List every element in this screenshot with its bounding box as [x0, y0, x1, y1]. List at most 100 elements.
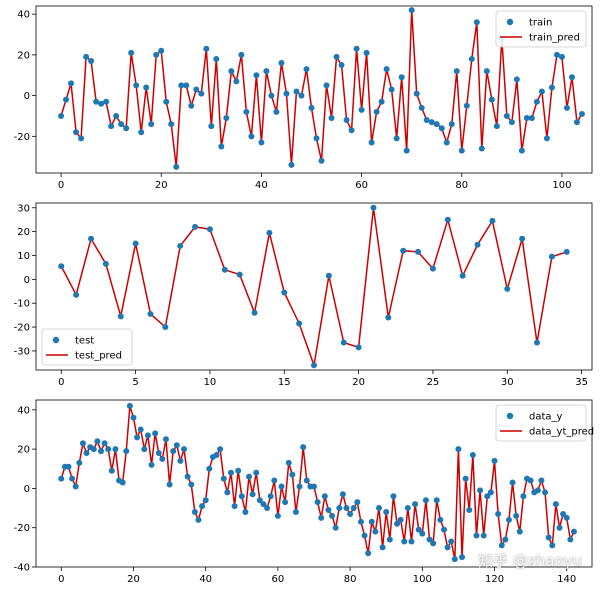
data-point [434, 497, 440, 503]
legend-marker-points [507, 413, 513, 419]
data-point [206, 466, 212, 472]
data-point [181, 446, 187, 452]
data-point [341, 340, 347, 346]
x-tick-label: 0 [58, 574, 64, 585]
data-point [246, 474, 252, 480]
legend: testtest_pred [42, 329, 132, 365]
data-point [517, 529, 523, 535]
data-point [127, 403, 133, 409]
data-point [506, 517, 512, 523]
data-point [376, 505, 382, 511]
data-point [73, 292, 79, 298]
y-tick-label: -30 [14, 346, 30, 357]
data-point [534, 99, 540, 105]
data-point [389, 87, 395, 93]
data-point [103, 261, 109, 267]
data-point [372, 529, 378, 535]
data-point [309, 105, 315, 111]
data-point [222, 267, 228, 273]
data-point [564, 105, 570, 111]
data-point [519, 148, 525, 154]
data-point [170, 448, 176, 454]
x-tick-label: 10 [204, 377, 217, 388]
data-point [134, 434, 140, 440]
x-tick-label: 0 [58, 180, 64, 191]
data-point [370, 205, 376, 211]
data-point [559, 54, 565, 60]
data-point [492, 458, 498, 464]
data-point [298, 93, 304, 99]
data-point [195, 517, 201, 523]
x-tick-label: 100 [552, 180, 571, 191]
data-point [354, 46, 360, 52]
x-tick-label: 100 [413, 574, 432, 585]
data-point [278, 60, 284, 66]
data-point [574, 119, 580, 125]
x-tick-label: 60 [355, 180, 368, 191]
data-point [394, 135, 400, 141]
data-point [293, 509, 299, 515]
data-point [398, 517, 404, 523]
y-tick-label: 0 [24, 275, 30, 286]
y-tick-label: -40 [14, 563, 30, 574]
data-point [384, 66, 390, 72]
data-point [510, 480, 516, 486]
data-point [351, 505, 357, 511]
data-point [73, 129, 79, 135]
data-point [369, 139, 375, 145]
data-point [452, 556, 458, 562]
data-point [423, 497, 429, 503]
x-tick-label: 40 [199, 574, 212, 585]
x-tick-label: 80 [344, 574, 357, 585]
data-point [322, 493, 328, 499]
data-point [73, 483, 79, 489]
data-point [177, 458, 183, 464]
watermark: 知乎 @zhaoyu [478, 550, 582, 571]
data-point [94, 438, 100, 444]
data-point [235, 468, 241, 474]
data-point [113, 113, 119, 119]
data-point [380, 544, 386, 550]
data-point [387, 536, 393, 542]
data-point [289, 472, 295, 478]
data-point [369, 519, 375, 525]
data-point [430, 540, 436, 546]
legend-entry-train: train [529, 18, 552, 29]
data-point [390, 493, 396, 499]
data-point [499, 542, 505, 548]
data-point [504, 286, 510, 292]
data-point [529, 115, 535, 121]
x-tick-label: 20 [155, 180, 168, 191]
data-point [401, 538, 407, 544]
data-point [549, 84, 555, 90]
data-point [168, 121, 174, 127]
data-point [228, 470, 234, 476]
data-point [358, 519, 364, 525]
legend-entry-train_pred: train_pred [529, 33, 580, 44]
data-point [539, 89, 545, 95]
data-point [68, 80, 74, 86]
x-tick-label: 60 [272, 574, 285, 585]
data-point [128, 50, 134, 56]
data-point [65, 464, 71, 470]
data-point [248, 133, 254, 139]
data-point [304, 478, 310, 484]
data-point [469, 56, 475, 62]
data-point [481, 533, 487, 539]
data-point [271, 478, 277, 484]
data-point [477, 487, 483, 493]
data-point [243, 109, 249, 115]
x-tick-label: 40 [255, 180, 268, 191]
data-point [347, 511, 353, 517]
data-point [449, 121, 455, 127]
data-point [199, 503, 205, 509]
data-point [520, 493, 526, 499]
data-point [237, 272, 243, 278]
data-point [149, 462, 155, 468]
chart-panel-1: 0 20 40 60 80 100 -20 0 20 40 train train_pred [14, 6, 592, 191]
series-line-test_pred [61, 208, 566, 365]
data-point [217, 446, 223, 452]
data-point [286, 460, 292, 466]
data-point [419, 105, 425, 111]
data-point [185, 474, 191, 480]
